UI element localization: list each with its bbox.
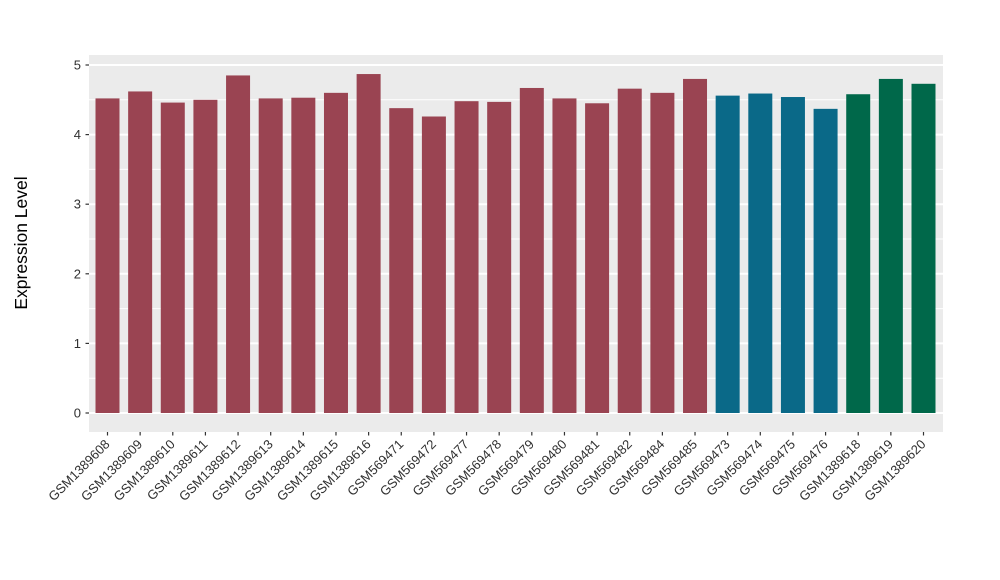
y-tick-label: 5 bbox=[74, 58, 81, 73]
bar-GSM1389613 bbox=[258, 98, 283, 414]
bar-GSM1389620 bbox=[911, 83, 936, 414]
y-tick-label: 4 bbox=[74, 127, 81, 142]
bar-GSM1389618 bbox=[846, 94, 871, 414]
bar-GSM1389619 bbox=[878, 78, 903, 414]
bar-GSM1389611 bbox=[193, 99, 218, 414]
bar-GSM569481 bbox=[585, 103, 610, 413]
bar-GSM569484 bbox=[650, 92, 675, 413]
bar-GSM569475 bbox=[780, 97, 805, 414]
bar-GSM569479 bbox=[519, 87, 544, 413]
bar-GSM569472 bbox=[421, 116, 446, 413]
bar-GSM569474 bbox=[748, 93, 773, 413]
bar-GSM1389610 bbox=[160, 102, 185, 414]
bar-GSM569480 bbox=[552, 98, 577, 414]
y-tick-label: 0 bbox=[74, 406, 81, 421]
bar-GSM1389608 bbox=[95, 98, 120, 414]
y-tick-label: 2 bbox=[74, 266, 81, 281]
bar-GSM569471 bbox=[389, 108, 414, 413]
bar-GSM569485 bbox=[683, 78, 708, 414]
bar-GSM569478 bbox=[487, 101, 512, 413]
bar-GSM1389616 bbox=[356, 74, 381, 413]
bar-GSM1389612 bbox=[226, 75, 251, 413]
bar-GSM569476 bbox=[813, 108, 838, 414]
bar-GSM569473 bbox=[715, 95, 740, 414]
bar-GSM569477 bbox=[454, 101, 479, 413]
y-axis-title: Expression Level bbox=[11, 176, 31, 309]
bar-GSM1389614 bbox=[291, 97, 316, 413]
y-tick-label: 1 bbox=[74, 336, 81, 351]
bars bbox=[95, 74, 936, 414]
bar-GSM1389609 bbox=[128, 91, 153, 413]
bar-GSM1389615 bbox=[323, 92, 348, 413]
y-tick-label: 3 bbox=[74, 197, 81, 212]
bar-GSM569482 bbox=[617, 88, 642, 413]
